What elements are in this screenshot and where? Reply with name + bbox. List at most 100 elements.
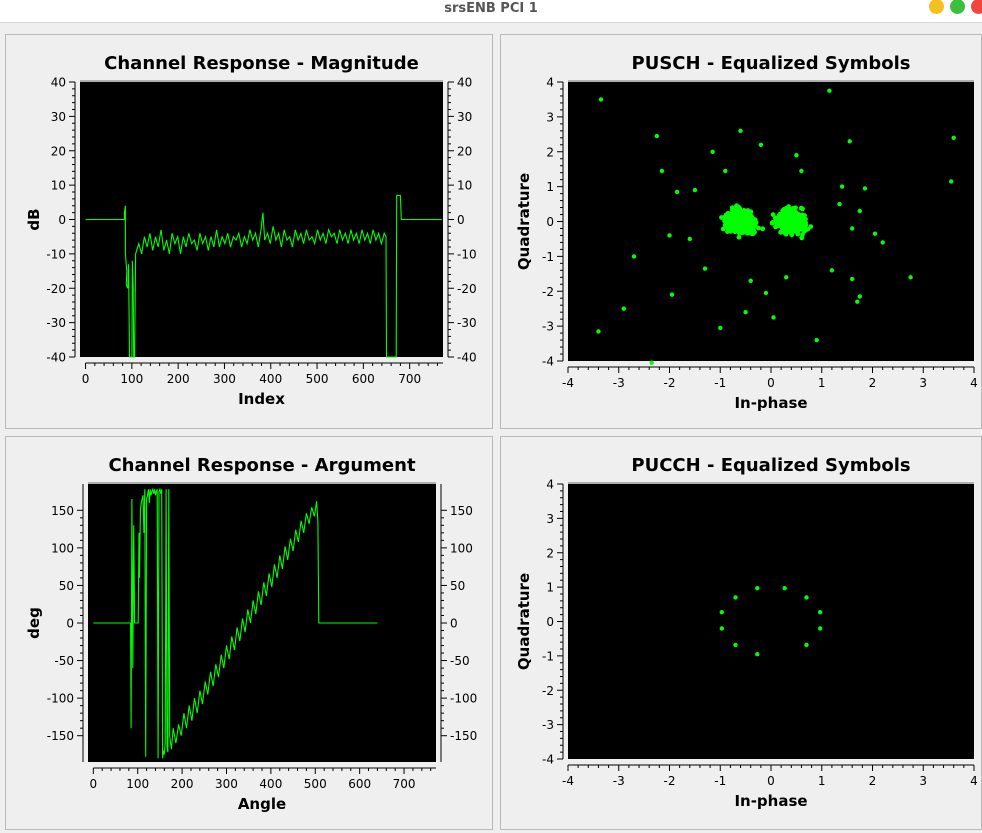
scatter-point: [839, 184, 845, 189]
x-tick-label: -2: [664, 774, 676, 788]
close-button[interactable]: [971, 0, 982, 14]
scatter-point: [760, 226, 766, 232]
y-tick-label-right: 0: [450, 617, 458, 631]
y-tick-label: 1: [546, 581, 554, 595]
scatter-point: [744, 230, 750, 236]
y-axis-label: Quadrature: [515, 173, 533, 270]
scatter-point: [755, 652, 760, 657]
pusch-chart[interactable]: PUSCH - Equalized Symbols -4 -3 -2 -1 0 1 2 3 4 -4…: [501, 35, 982, 430]
y-tick-label: -2: [542, 285, 554, 299]
series-line: [93, 487, 378, 759]
argument-chart[interactable]: Channel Response - Argument -150 -150 -100 -…: [6, 437, 494, 831]
y-tick-label: -1: [542, 649, 554, 663]
scatter-point: [756, 225, 761, 231]
scatter-point: [872, 231, 878, 236]
scatter-point: [723, 217, 729, 223]
scatter-point: [729, 205, 735, 211]
scatter-point: [850, 226, 855, 231]
scatter-point: [730, 216, 736, 222]
x-tick-label: -2: [664, 376, 676, 390]
x-tick-label: 1: [818, 774, 826, 788]
y-axis-label: deg: [25, 607, 43, 639]
y-tick-label: -30: [46, 316, 66, 330]
x-tick-label: 3: [919, 774, 927, 788]
scatter-point: [598, 97, 604, 102]
scatter-point: [785, 215, 791, 221]
scatter-point: [818, 626, 823, 631]
y-tick-label: -10: [46, 247, 66, 261]
panel-pusch: PUSCH - Equalized Symbols -4 -3 -2 -1 0 1 2 3 4 -4…: [500, 34, 982, 429]
y-tick-label: 1: [546, 180, 554, 194]
scatter-point: [751, 216, 756, 222]
x-tick-label: 4: [970, 376, 978, 390]
y-tick-label-right: -20: [457, 282, 477, 296]
scatter-point: [738, 128, 743, 133]
y-tick-label: 3: [546, 110, 554, 124]
y-tick-label: 3: [546, 512, 554, 526]
x-axis-label: Index: [238, 390, 285, 408]
x-axis-label: In-phase: [734, 394, 807, 412]
y-tick-label: 50: [59, 579, 74, 593]
scatter-point: [793, 217, 799, 223]
y-tick-label: -4: [542, 753, 554, 767]
y-tick-label: 40: [51, 76, 66, 90]
scatter-point: [799, 168, 804, 174]
x-tick-label: 1: [818, 376, 826, 390]
y-tick-label: 100: [51, 541, 74, 555]
scatter-point: [751, 226, 756, 232]
x-tick-label: 4: [970, 774, 978, 788]
maximize-button[interactable]: [950, 0, 965, 14]
scatter-point: [857, 294, 862, 299]
scatter-point: [784, 205, 789, 211]
scatter-point: [862, 186, 868, 191]
y-tick-label-right: 20: [457, 144, 472, 158]
scatter-point: [659, 168, 665, 174]
scatter-point: [814, 337, 819, 343]
x-tick-label: 500: [306, 372, 329, 386]
scatter-point: [747, 210, 753, 216]
scatter-point: [847, 139, 852, 144]
y-tick-label-right: -10: [457, 247, 477, 261]
scatter-point: [880, 240, 885, 245]
window-title: srsENB PCI 1: [444, 1, 538, 16]
y-tick-label: -3: [542, 320, 554, 334]
scatter-point: [818, 610, 823, 615]
x-tick-label: -1: [714, 376, 726, 390]
y-tick-label-right: 40: [457, 76, 472, 90]
scatter-point: [734, 209, 740, 214]
window-titlebar[interactable]: srsENB PCI 1: [0, 0, 982, 23]
y-tick-label: 20: [51, 144, 66, 158]
plot-area: [568, 484, 974, 759]
scatter-point: [736, 234, 742, 240]
scatter-point: [770, 220, 776, 225]
scatter-point: [771, 315, 776, 320]
y-tick-label: -50: [54, 654, 74, 668]
scatter-point: [649, 360, 654, 365]
scatter-point: [596, 329, 601, 334]
chart-title: Channel Response - Argument: [108, 455, 416, 476]
x-tick-label: 600: [348, 777, 371, 791]
scatter-point: [855, 299, 860, 304]
scatter-point: [794, 153, 799, 158]
scatter-point: [799, 235, 805, 241]
pucch-chart[interactable]: PUCCH - Equalized Symbols -4 -3 -2 -1 0 1 2 3 4 -4…: [501, 437, 982, 831]
scatter-point: [631, 254, 637, 259]
scatter-point: [718, 325, 723, 331]
y-tick-label: -1: [542, 250, 554, 264]
scatter-point: [804, 595, 809, 600]
scatter-point: [733, 642, 738, 648]
y-tick-label: -2: [542, 684, 554, 698]
scatter-point: [753, 220, 759, 225]
scatter-point: [795, 228, 801, 234]
scatter-point: [749, 222, 755, 228]
x-tick-label: 600: [352, 372, 375, 386]
y-tick-label: -100: [47, 692, 74, 706]
magnitude-chart[interactable]: Channel Response - Magnitude -40 -40 -30 -30…: [6, 35, 494, 430]
plot-area: [80, 82, 443, 357]
scatter-point: [692, 187, 698, 193]
y-tick-label: 10: [51, 179, 66, 193]
scatter-point: [774, 215, 780, 221]
scatter-point: [804, 642, 809, 648]
minimize-button[interactable]: [929, 0, 944, 14]
y-tick-label: 2: [546, 546, 554, 560]
